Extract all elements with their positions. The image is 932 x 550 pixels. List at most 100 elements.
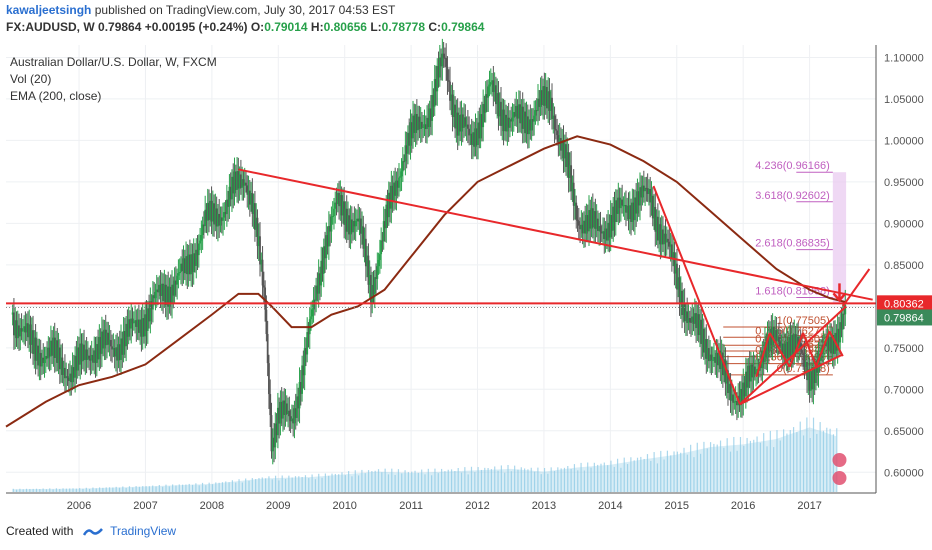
candle-body [807,369,810,381]
volume-bar [759,442,761,492]
candle-body [649,188,652,203]
candle-body [655,216,658,232]
candle-body [344,208,347,225]
candle-body [414,113,417,133]
author-name[interactable]: kawaljeetsingh [6,3,92,17]
candle-body [117,344,120,361]
candle-body [287,410,289,415]
candle-body [469,133,472,136]
volume-bar [255,479,257,492]
candle-body [315,285,318,301]
candle-body [455,112,458,129]
candle-body [243,182,246,186]
candle-body [673,252,676,274]
volume-bar [464,467,466,492]
fib-level-label: 1.618(0.81068) [755,285,830,297]
candle-body [211,203,214,222]
volume-bar [374,470,376,492]
volume-bar [407,472,409,492]
candle-body [137,319,140,333]
candle-body [398,177,400,188]
volume-average-area [12,427,837,492]
candle-body [324,246,326,259]
symbol-line: FX:AUDUSD, W 0.79864 +0.00195 (+0.24%) O… [6,20,484,34]
candle-body [667,238,669,242]
trendline [815,330,831,367]
legend-volume[interactable]: Vol (20) [10,72,52,86]
candle-body [736,401,738,406]
candle-body [311,309,314,317]
candle-body [83,344,85,361]
volume-bar [822,430,825,492]
candle-body [644,187,646,192]
candle-body [386,204,389,218]
volume-bar [175,485,177,492]
volume-bar [776,430,778,492]
volume-bar [431,475,433,492]
volume-bar [636,457,639,492]
candle-body [544,86,547,106]
legend-ema[interactable]: EMA (200, close) [10,89,102,103]
candle-body [482,104,485,128]
candle-body [364,238,367,267]
volume-bar [650,460,652,492]
volume-bar [265,478,267,492]
fib-level-label: 4.236(0.96166) [755,160,830,172]
candle-body [788,336,791,359]
candle-body [279,401,282,424]
candle-body [623,205,626,207]
candle-body [604,228,607,240]
candle-body [268,363,270,395]
candle-body [479,114,482,139]
volume-bar [231,480,234,492]
candle-body [607,222,610,241]
candle-body [571,182,574,192]
last-price-label: 0.79864 [884,312,924,324]
candle-body [88,355,91,359]
volume-bar [616,458,619,492]
candle-body [375,277,377,279]
volume-bar [138,486,141,492]
candle-body [326,235,329,247]
candle-body [69,373,71,382]
tradingview-brand[interactable]: TradingView [110,524,177,538]
volume-bar [653,452,655,492]
volume-bar [181,484,184,492]
candle-body [826,337,829,347]
candle-body [149,301,152,322]
candle-body [756,369,759,371]
volume-bar [799,421,801,492]
candle-body [514,111,516,117]
candle-body [755,369,757,374]
candle-body [67,377,70,382]
x-axis-labels: 2006 2007 2008 2009 2010 2011 2012 2013 2014 2015… [67,500,822,512]
candle-body [194,253,196,266]
candle-body [11,312,14,315]
volume-bar [806,417,808,492]
volume-bar [470,466,473,492]
candle-body [13,312,15,336]
candle-body [79,343,82,365]
candle-body [590,208,593,229]
y-axis-labels: 1.10000 1.05000 1.00000 0.95000 0.90000 0.850… [884,52,924,479]
candle-body [426,117,428,130]
candle-body [844,304,847,315]
volume-bar [700,453,702,492]
candle-body [298,382,301,409]
candle-body [21,329,24,332]
candle-body [359,218,362,234]
candle-body [380,240,383,255]
candle-body [446,66,449,81]
candle-body [71,367,74,383]
volume-bar [162,486,164,492]
event-flag-icon [832,471,847,485]
candle-body [787,341,789,359]
symbol: FX:AUDUSD, W [6,20,95,34]
candle-body [336,192,339,205]
volume-bar [12,488,14,492]
volume-bar [497,470,499,492]
candle-body [196,249,199,256]
candle-body [18,325,20,337]
candle-body [164,284,167,306]
